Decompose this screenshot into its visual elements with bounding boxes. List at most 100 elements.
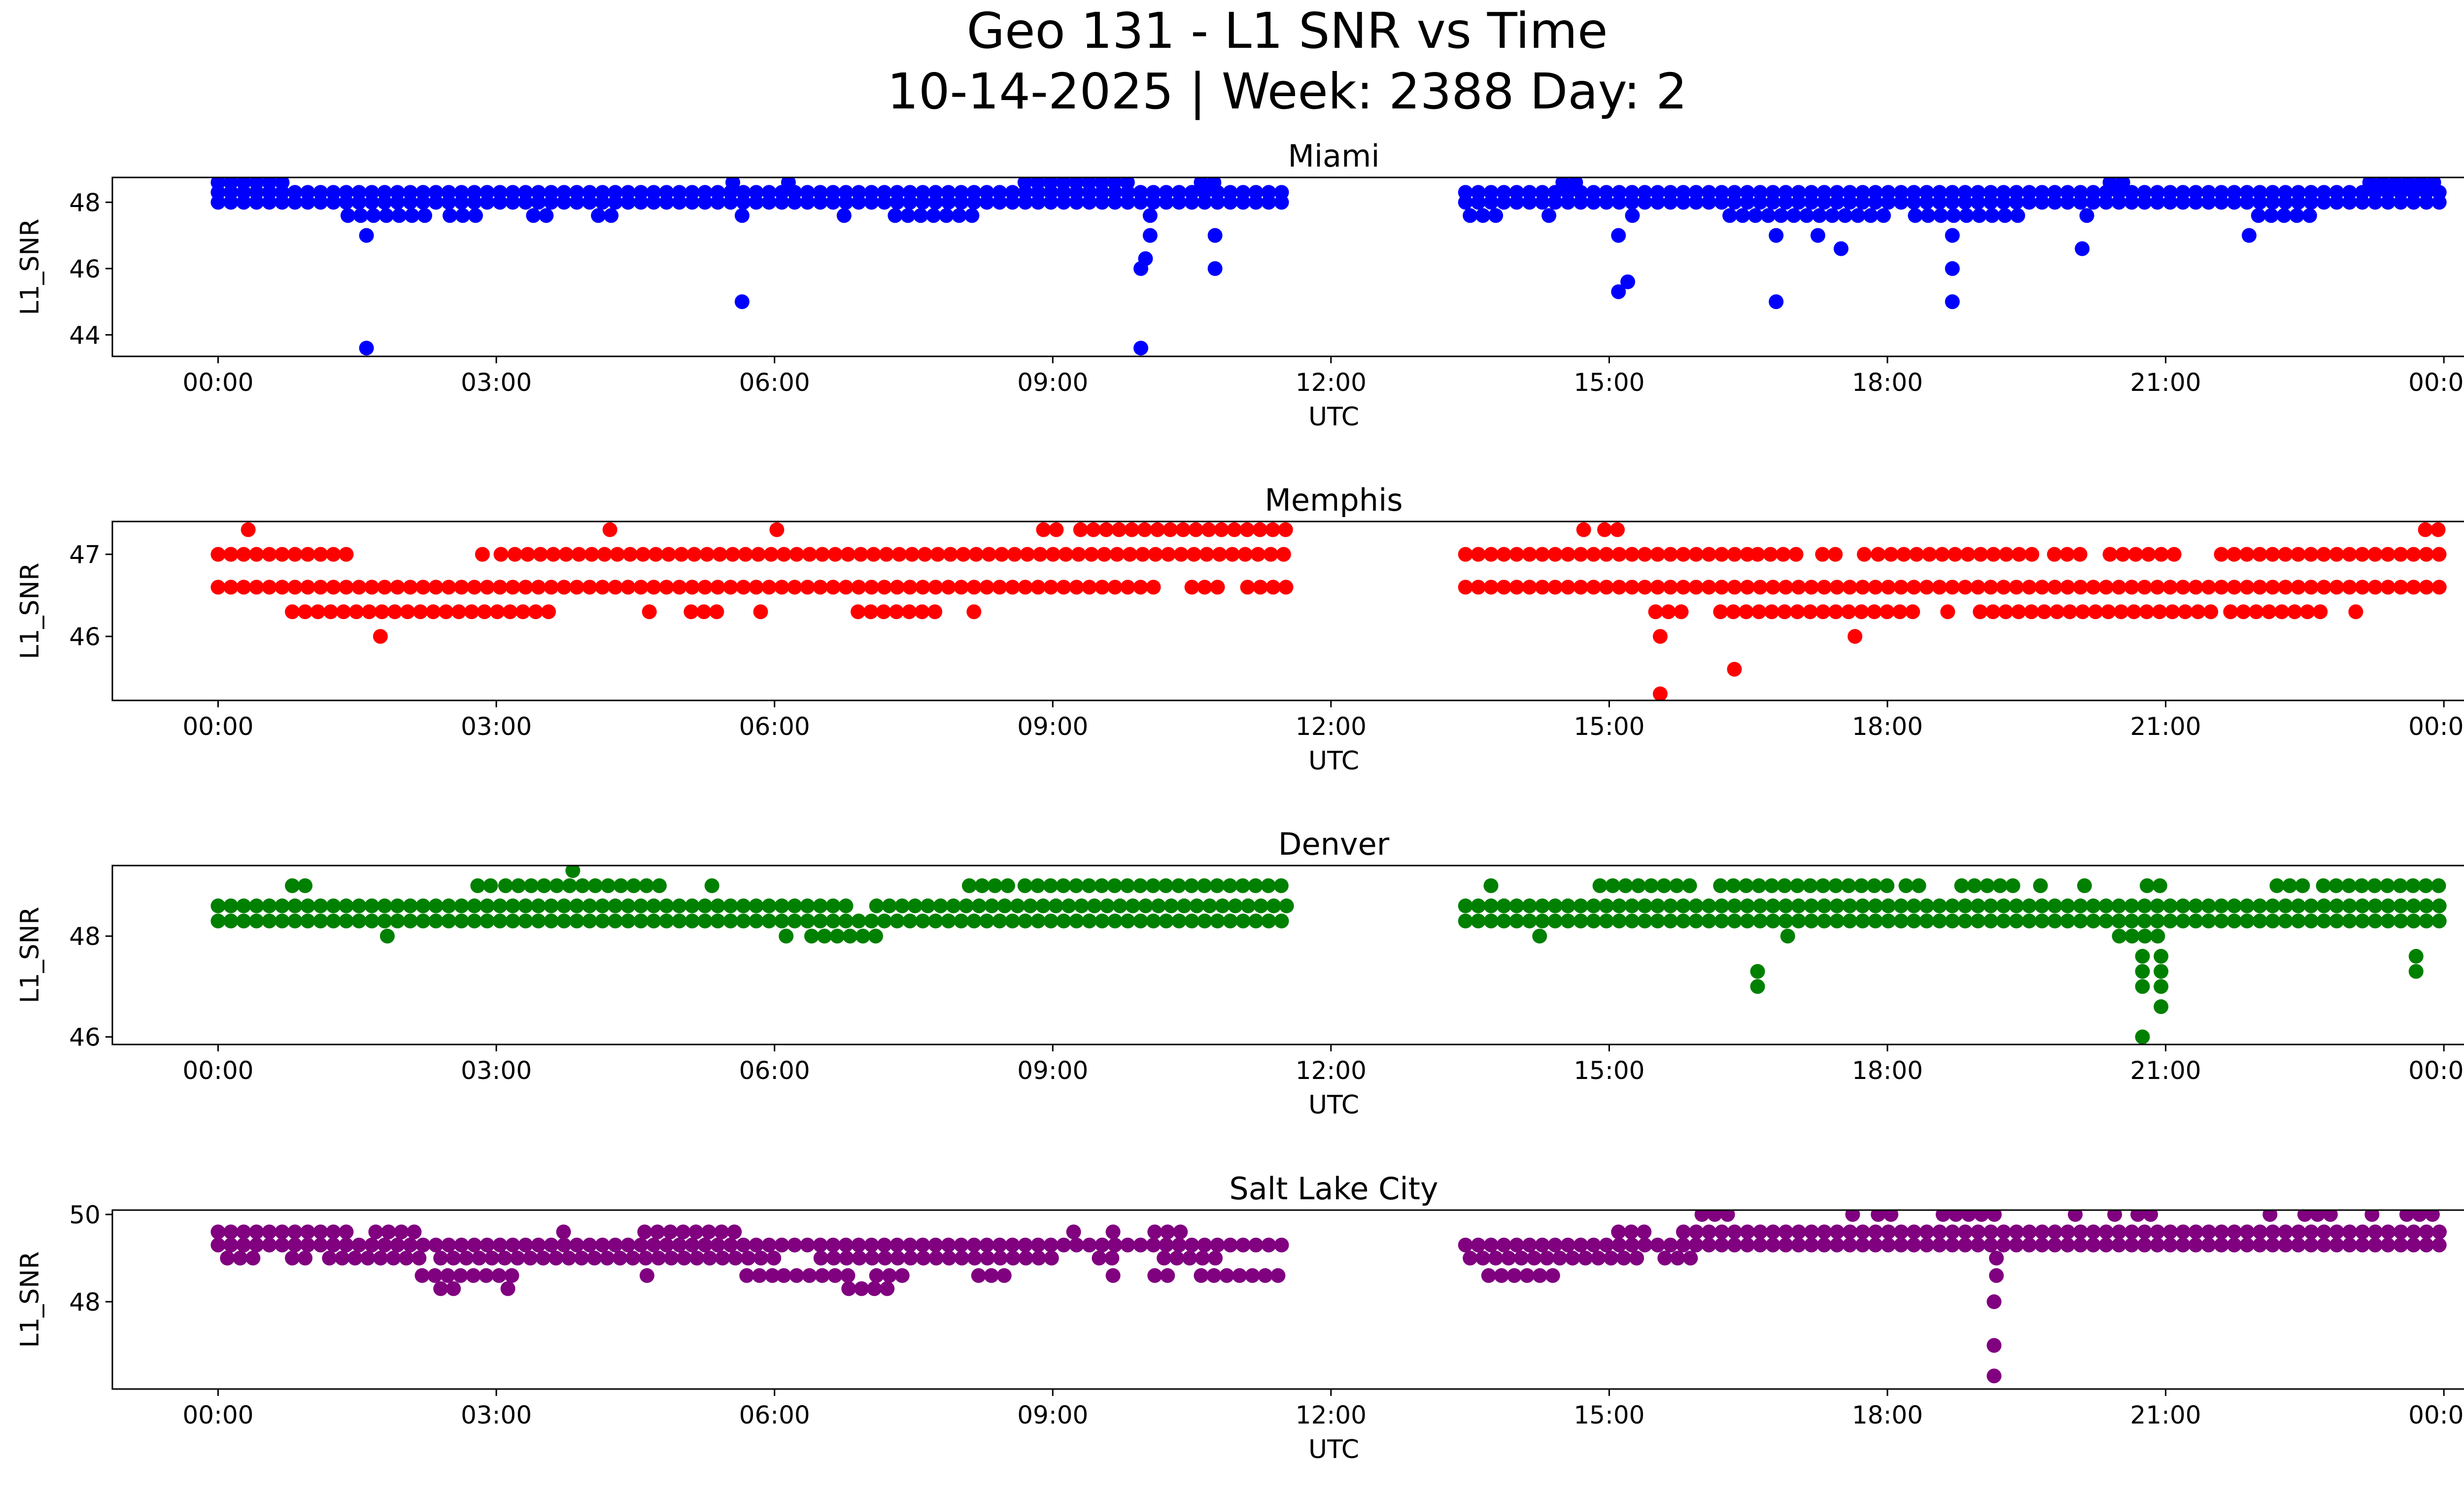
data-point	[1496, 580, 1511, 595]
data-point	[2034, 913, 2050, 929]
data-point	[1458, 580, 1473, 595]
axes-frame	[111, 865, 2464, 1045]
x-tick-label: 21:00	[2130, 712, 2201, 741]
data-point	[1071, 547, 1086, 562]
data-point	[1957, 913, 1973, 929]
data-point	[1720, 1210, 1735, 1222]
data-point	[688, 1224, 704, 1240]
data-point	[1765, 580, 1780, 595]
data-point	[2075, 604, 2090, 620]
data-point	[1663, 195, 1678, 210]
data-point	[582, 898, 597, 913]
data-point	[1863, 208, 1879, 223]
data-point	[1197, 195, 1212, 210]
data-point	[2098, 1224, 2114, 1240]
data-point-outlier	[2135, 949, 2150, 964]
data-point	[1997, 208, 2013, 223]
data-point	[2329, 195, 2344, 210]
data-point	[1906, 1237, 1921, 1252]
data-point	[915, 604, 930, 620]
data-point	[1624, 580, 1640, 595]
data-point	[441, 195, 456, 210]
data-point	[428, 195, 444, 210]
data-point	[648, 547, 663, 562]
data-point	[827, 547, 843, 562]
y-tick-label: 48	[69, 1288, 101, 1317]
data-point	[285, 878, 300, 893]
data-point	[1906, 913, 1921, 929]
data-point	[1932, 580, 1947, 595]
data-point	[763, 547, 779, 562]
data-point	[2165, 604, 2180, 620]
data-point	[2252, 580, 2267, 595]
data-point	[1868, 1224, 1883, 1240]
data-point	[1868, 195, 1883, 210]
data-point	[1235, 195, 1251, 210]
data-point	[1107, 878, 1122, 893]
data-point	[1850, 208, 1866, 223]
data-point	[1996, 195, 2011, 210]
x-tick-label: 15:00	[1574, 1401, 1644, 1429]
data-point	[454, 580, 469, 595]
data-point	[2355, 547, 2370, 562]
data-point	[1881, 195, 1896, 210]
data-point	[1084, 547, 1099, 562]
data-point	[2188, 898, 2203, 913]
data-point	[1868, 913, 1883, 929]
data-point	[1945, 195, 1960, 210]
data-point	[1611, 1237, 1627, 1252]
data-point	[1804, 195, 1819, 210]
data-point	[1061, 898, 1076, 913]
data-point	[300, 547, 315, 562]
data-point	[610, 547, 625, 562]
data-point	[2364, 1210, 2380, 1222]
data-point	[1688, 1237, 1704, 1252]
data-point	[1124, 522, 1139, 537]
data-point	[723, 195, 738, 210]
data-point	[364, 898, 379, 913]
data-point	[774, 580, 789, 595]
data-point	[851, 580, 866, 595]
data-point	[1082, 913, 1097, 929]
data-point	[701, 1224, 717, 1240]
data-point-outlier	[1727, 661, 1742, 677]
data-point	[2111, 898, 2126, 913]
data-point	[574, 1251, 589, 1266]
data-point	[210, 195, 226, 210]
data-point	[2355, 913, 2370, 929]
data-point	[710, 580, 725, 595]
data-point	[439, 604, 454, 620]
data-point	[1682, 878, 1697, 893]
data-point	[459, 1251, 474, 1266]
data-point	[1935, 1210, 1951, 1222]
data-point	[2393, 878, 2408, 893]
x-axis-label: UTC	[1308, 746, 1359, 776]
data-point	[672, 580, 687, 595]
data-point	[941, 1237, 956, 1252]
data-point	[2329, 1224, 2344, 1240]
data-point	[1112, 898, 1128, 913]
data-point	[1471, 1237, 1486, 1252]
data-point	[347, 1251, 363, 1266]
data-point	[1018, 195, 1033, 210]
data-point	[591, 208, 606, 223]
data-point	[787, 195, 802, 210]
data-point	[467, 898, 482, 913]
data-point	[364, 580, 379, 595]
data-point	[2111, 1237, 2126, 1252]
data-point	[1663, 913, 1678, 929]
data-point	[1932, 913, 1947, 929]
data-point	[1803, 878, 1818, 893]
data-point	[400, 604, 415, 620]
data-point	[2150, 1237, 2165, 1252]
data-point-outlier	[1133, 341, 1149, 356]
data-point	[1160, 1224, 1175, 1240]
data-point	[2124, 1224, 2139, 1240]
data-point	[979, 580, 994, 595]
data-point	[954, 1251, 969, 1266]
data-point	[1506, 1268, 1522, 1283]
data-point	[1778, 1224, 1793, 1240]
data-point	[869, 898, 884, 913]
data-point	[2265, 1237, 2280, 1252]
